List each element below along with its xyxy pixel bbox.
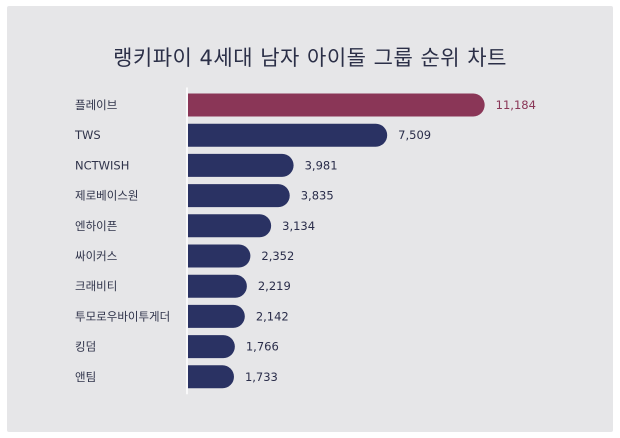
value-label: 2,219	[258, 279, 291, 293]
bar	[188, 123, 388, 147]
bar	[188, 214, 272, 238]
category-label: 플레이브	[75, 98, 117, 112]
value-label: 11,184	[496, 98, 536, 112]
bar	[188, 93, 485, 117]
bar	[188, 335, 235, 359]
category-label: TWS	[74, 128, 101, 142]
category-label: NCTWISH	[75, 158, 129, 172]
category-label: 제로베이스원	[75, 189, 138, 203]
bar-chart: 플레이브 11,184 TWS 7,509 NCTWISH 3,981 제로베이스원 3,83…	[74, 87, 536, 395]
category-label: 싸이커스	[75, 249, 117, 263]
chart-card: 랭키파이 4세대 남자 아이돌 그룹 순위 차트 플레이브 11,184 TWS 7,…	[7, 6, 613, 432]
value-label: 3,981	[305, 158, 338, 172]
bar	[188, 184, 290, 208]
bar	[188, 153, 294, 177]
value-label: 2,142	[256, 309, 289, 323]
value-label: 1,733	[245, 370, 278, 384]
value-label: 2,352	[261, 249, 294, 263]
bar	[188, 244, 251, 268]
bar	[188, 274, 247, 298]
category-label: 투모로우바이투게더	[75, 309, 170, 323]
category-label: 크래비티	[75, 279, 117, 293]
value-label: 3,835	[301, 189, 334, 203]
category-label: 앤팀	[75, 370, 96, 384]
value-label: 3,134	[282, 219, 315, 233]
bar	[188, 365, 234, 389]
chart-title: 랭키파이 4세대 남자 아이돌 그룹 순위 차트	[113, 46, 507, 70]
value-label: 7,509	[398, 128, 431, 142]
bar	[188, 304, 245, 328]
category-label: 엔하이픈	[75, 219, 117, 233]
category-label: 킹덤	[75, 340, 96, 354]
value-label: 1,766	[246, 340, 279, 354]
